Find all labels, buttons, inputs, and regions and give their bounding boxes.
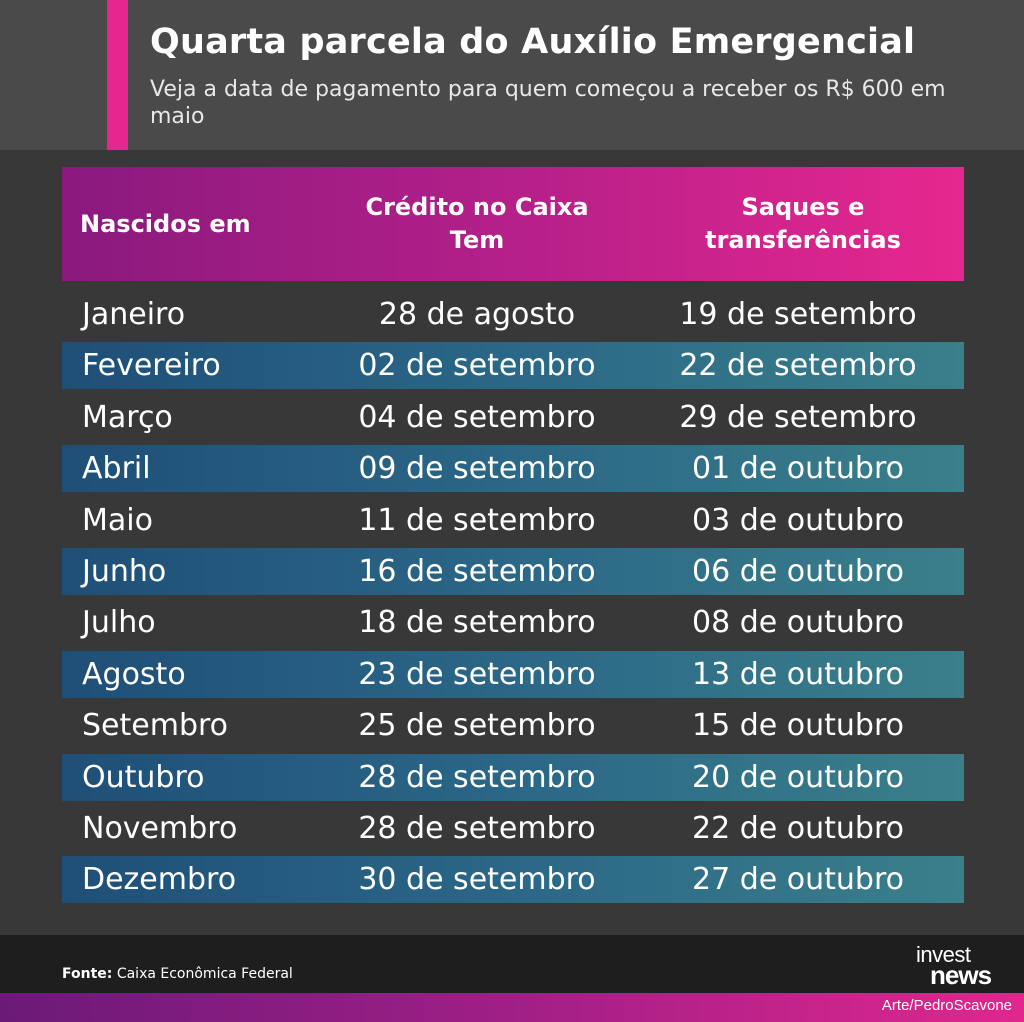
cell-credit-date: 18 de setembro: [358, 605, 596, 641]
cell-month: Novembro: [82, 810, 238, 846]
payment-table: Nascidos em Crédito no Caixa Tem Saques …: [62, 167, 964, 904]
cell-month: Dezembro: [82, 862, 237, 898]
logo-line-2: news: [930, 960, 992, 990]
table-row: Dezembro 30 de setembro 27 de outubro: [62, 856, 964, 904]
cell-credit-date: 04 de setembro: [358, 399, 596, 435]
cell-month: Março: [82, 399, 173, 435]
cell-withdrawal-date: 29 de setembro: [679, 399, 917, 435]
cell-withdrawal-date: 08 de outubro: [692, 605, 904, 641]
art-credit: Arte/PedroScavone: [881, 997, 1012, 1014]
table-row: Julho 18 de setembro 08 de outubro: [62, 599, 964, 646]
table-row: Março 04 de setembro 29 de setembro: [62, 394, 964, 441]
table-body: Janeiro 28 de agosto 19 de setembro Feverei…: [62, 291, 964, 904]
cell-withdrawal-date: 27 de outubro: [692, 862, 904, 898]
cell-month: Julho: [82, 605, 156, 641]
cell-withdrawal-date: 15 de outubro: [692, 708, 904, 744]
page-title: Quarta parcela do Auxílio Emergencial: [150, 22, 916, 62]
investnews-logo: invest news: [916, 942, 1012, 990]
accent-bar: [107, 0, 128, 150]
cell-credit-date: 28 de setembro: [358, 759, 596, 795]
logo-line-1: invest: [916, 942, 971, 967]
source-label: Fonte:: [62, 966, 113, 982]
cell-credit-date: 16 de setembro: [358, 553, 596, 589]
cell-month: Janeiro: [82, 297, 186, 332]
cell-credit-date: 30 de setembro: [358, 862, 596, 898]
cell-withdrawal-date: 22 de setembro: [679, 348, 917, 384]
column-header-withdrawals: Saques e transferências: [705, 193, 901, 254]
header-panel: [0, 0, 1024, 150]
cell-month: Abril: [82, 451, 151, 487]
cell-withdrawal-date: 06 de outubro: [692, 553, 904, 589]
cell-credit-date: 02 de setembro: [358, 348, 596, 384]
column-header-credit: Crédito no Caixa Tem: [365, 193, 589, 254]
cell-withdrawal-date: 13 de outubro: [692, 656, 904, 692]
table-row: Janeiro 28 de agosto 19 de setembro: [62, 291, 964, 338]
cell-month: Maio: [82, 502, 153, 538]
cell-month: Agosto: [82, 656, 186, 692]
footer-panel: [0, 935, 1024, 993]
source-note: Fonte: Caixa Econômica Federal: [62, 966, 293, 982]
cell-withdrawal-date: 20 de outubro: [692, 759, 904, 795]
cell-month: Junho: [82, 553, 167, 589]
cell-credit-date: 23 de setembro: [358, 656, 596, 692]
cell-credit-date: 28 de agosto: [378, 297, 576, 332]
table-row: Fevereiro 02 de setembro 22 de setembro: [62, 342, 964, 390]
cell-withdrawal-date: 03 de outubro: [692, 502, 904, 538]
column-header-born-in: Nascidos em: [80, 209, 251, 238]
cell-withdrawal-date: 19 de setembro: [679, 297, 917, 332]
cell-month: Setembro: [82, 708, 229, 744]
table-row: Abril 09 de setembro 01 de outubro: [62, 445, 964, 493]
cell-month: Outubro: [82, 759, 205, 795]
page-subtitle: Veja a data de pagamento para quem começ…: [150, 77, 946, 129]
table-row: Setembro 25 de setembro 15 de outubro: [62, 702, 964, 749]
table-row: Junho 16 de setembro 06 de outubro: [62, 547, 964, 595]
source-value: Caixa Econômica Federal: [112, 966, 293, 982]
cell-withdrawal-date: 01 de outubro: [692, 451, 904, 487]
cell-withdrawal-date: 22 de outubro: [692, 810, 904, 846]
cell-credit-date: 09 de setembro: [358, 451, 596, 487]
cell-credit-date: 25 de setembro: [358, 708, 596, 744]
cell-credit-date: 28 de setembro: [358, 810, 596, 846]
table-row: Outubro 28 de setembro 20 de outubro: [62, 753, 964, 801]
cell-credit-date: 11 de setembro: [358, 502, 596, 538]
table-row: Novembro 28 de setembro 22 de outubro: [62, 805, 964, 852]
cell-month: Fevereiro: [82, 348, 221, 384]
table-row: Maio 11 de setembro 03 de outubro: [62, 497, 964, 544]
table-row: Agosto 23 de setembro 13 de outubro: [62, 650, 964, 698]
table-header: Nascidos em Crédito no Caixa Tem Saques …: [62, 167, 964, 281]
bottom-gradient-bar: [0, 993, 1024, 1022]
